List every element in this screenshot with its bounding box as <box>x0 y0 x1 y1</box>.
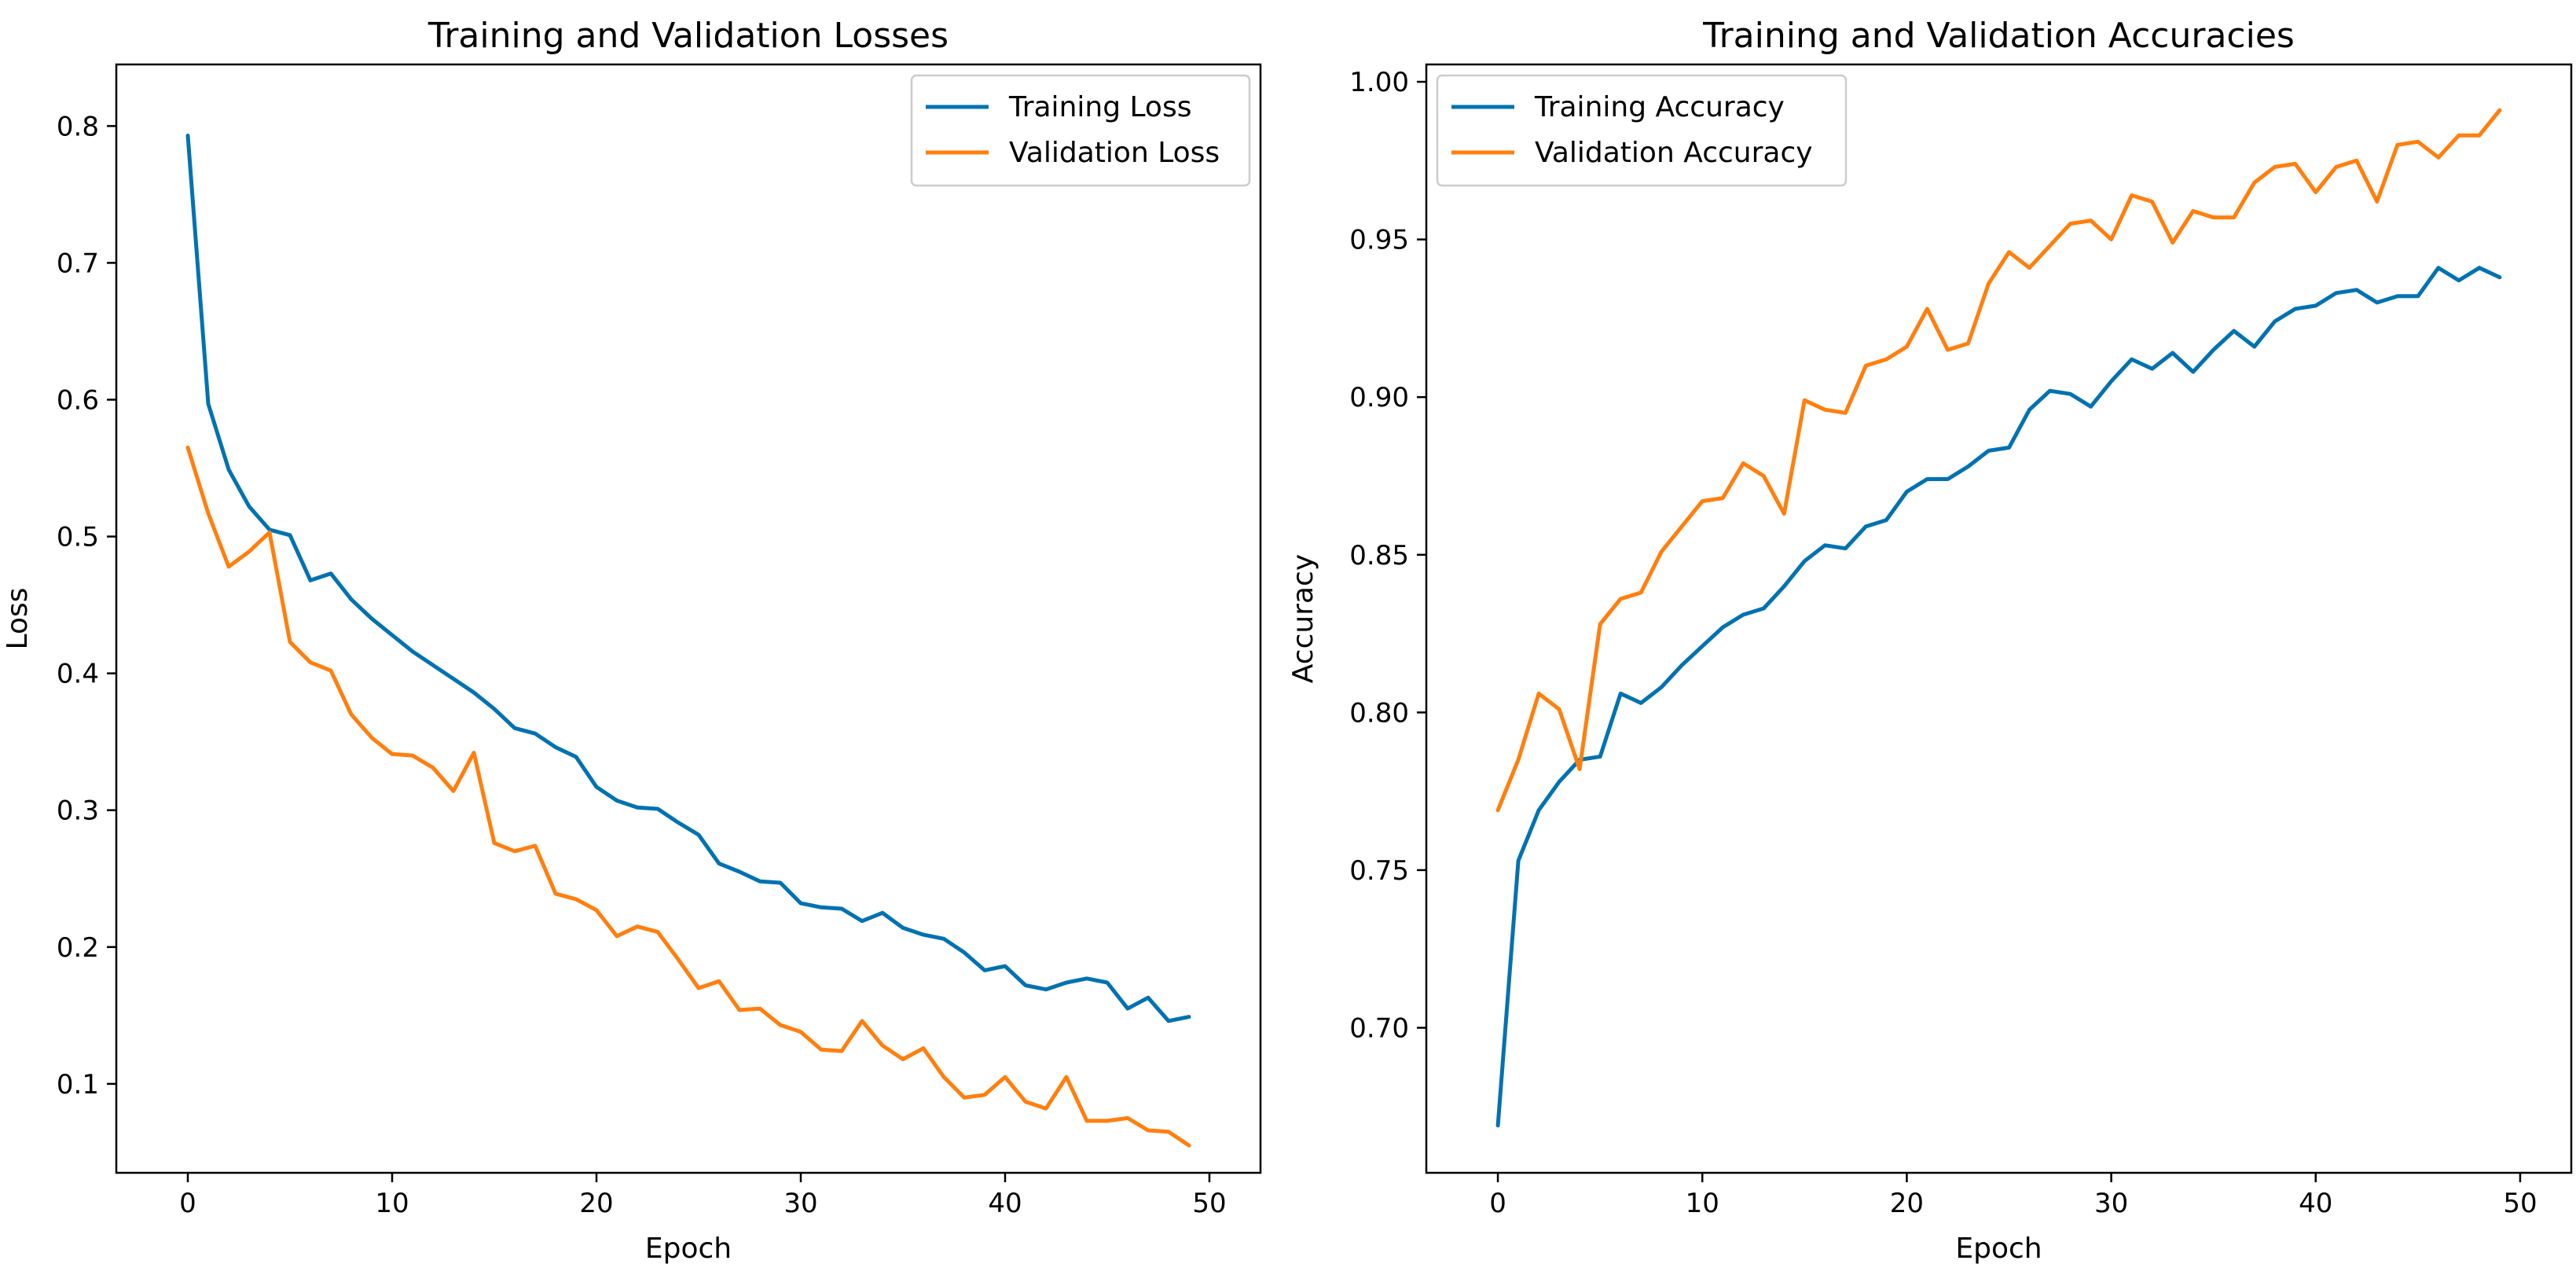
validation-loss-line <box>185 445 1191 1148</box>
loss-chart-ytick-label: 0.6 <box>57 384 99 416</box>
loss-chart-xtick-label: 40 <box>988 1188 1022 1219</box>
accuracy-chart-ytick-label: 0.95 <box>1349 225 1409 256</box>
loss-chart-ytick-label: 0.2 <box>57 932 99 964</box>
validation-accuracy-legend-label: Validation Accuracy <box>1535 137 1813 169</box>
accuracy-chart-ytick-label: 0.70 <box>1349 1012 1409 1044</box>
loss-chart-xtick-label: 20 <box>579 1188 613 1219</box>
training-loss-legend-label: Training Loss <box>1008 91 1191 123</box>
loss-chart-ytick-label: 0.1 <box>57 1069 99 1100</box>
accuracy-chart-xtick-label: 10 <box>1686 1188 1719 1219</box>
accuracy-chart-ytick-label: 0.80 <box>1349 697 1409 729</box>
validation-accuracy-line <box>1495 108 2502 813</box>
accuracy-chart-xtick-label: 0 <box>1489 1188 1506 1219</box>
loss-chart-xtick-label: 50 <box>1192 1188 1226 1219</box>
accuracy-chart-ytick-label: 0.75 <box>1349 855 1409 887</box>
loss-chart-ytick-label: 0.8 <box>57 111 99 142</box>
accuracy-chart-ytick-label: 1.00 <box>1349 67 1409 98</box>
accuracy-chart-ylabel: Accuracy <box>1287 554 1319 683</box>
loss-chart-xtick-label: 30 <box>783 1188 817 1219</box>
loss-chart-xlabel: Epoch <box>645 1233 732 1265</box>
accuracy-chart-frame <box>1425 63 2573 1174</box>
loss-chart-ytick-label: 0.4 <box>57 659 99 690</box>
loss-chart-frame <box>115 63 1262 1174</box>
accuracy-chart: Training and Validation Accuracies Epoch… <box>1287 16 2573 1265</box>
accuracy-chart-title: Training and Validation Accuracies <box>1702 16 2295 56</box>
validation-loss-legend-label: Validation Loss <box>1009 137 1220 169</box>
loss-chart-ytick-label: 0.5 <box>57 522 99 553</box>
accuracy-chart-xtick-label: 20 <box>1890 1188 1924 1219</box>
loss-chart-legend: Training Loss Validation Loss <box>910 74 1251 187</box>
loss-chart-ytick-label: 0.3 <box>57 795 99 827</box>
loss-chart-xtick-label: 10 <box>375 1188 409 1219</box>
loss-chart-title: Training and Validation Losses <box>427 16 949 56</box>
accuracy-chart-ytick-label: 0.90 <box>1349 382 1409 413</box>
loss-chart-xtick-label: 0 <box>179 1188 196 1219</box>
loss-chart-ytick-label: 0.7 <box>57 248 99 279</box>
training-accuracy-line <box>1495 266 2502 1128</box>
accuracy-chart-xtick-label: 40 <box>2299 1188 2332 1219</box>
accuracy-chart-xtick-label: 50 <box>2503 1188 2537 1219</box>
training-accuracy-legend-label: Training Accuracy <box>1534 91 1785 123</box>
loss-chart-legend-box <box>910 74 1251 187</box>
training-loss-line <box>185 134 1191 1023</box>
accuracy-chart-xtick-label: 30 <box>2094 1188 2128 1219</box>
accuracy-chart-legend: Training Accuracy Validation Accuracy <box>1436 74 1848 187</box>
loss-chart: Training and Validation Losses Epoch Los… <box>2 16 1262 1265</box>
accuracy-chart-legend-box <box>1436 74 1848 187</box>
accuracy-chart-xlabel: Epoch <box>1955 1233 2042 1265</box>
accuracy-chart-ytick-label: 0.85 <box>1349 540 1409 571</box>
loss-chart-ylabel: Loss <box>2 588 34 650</box>
